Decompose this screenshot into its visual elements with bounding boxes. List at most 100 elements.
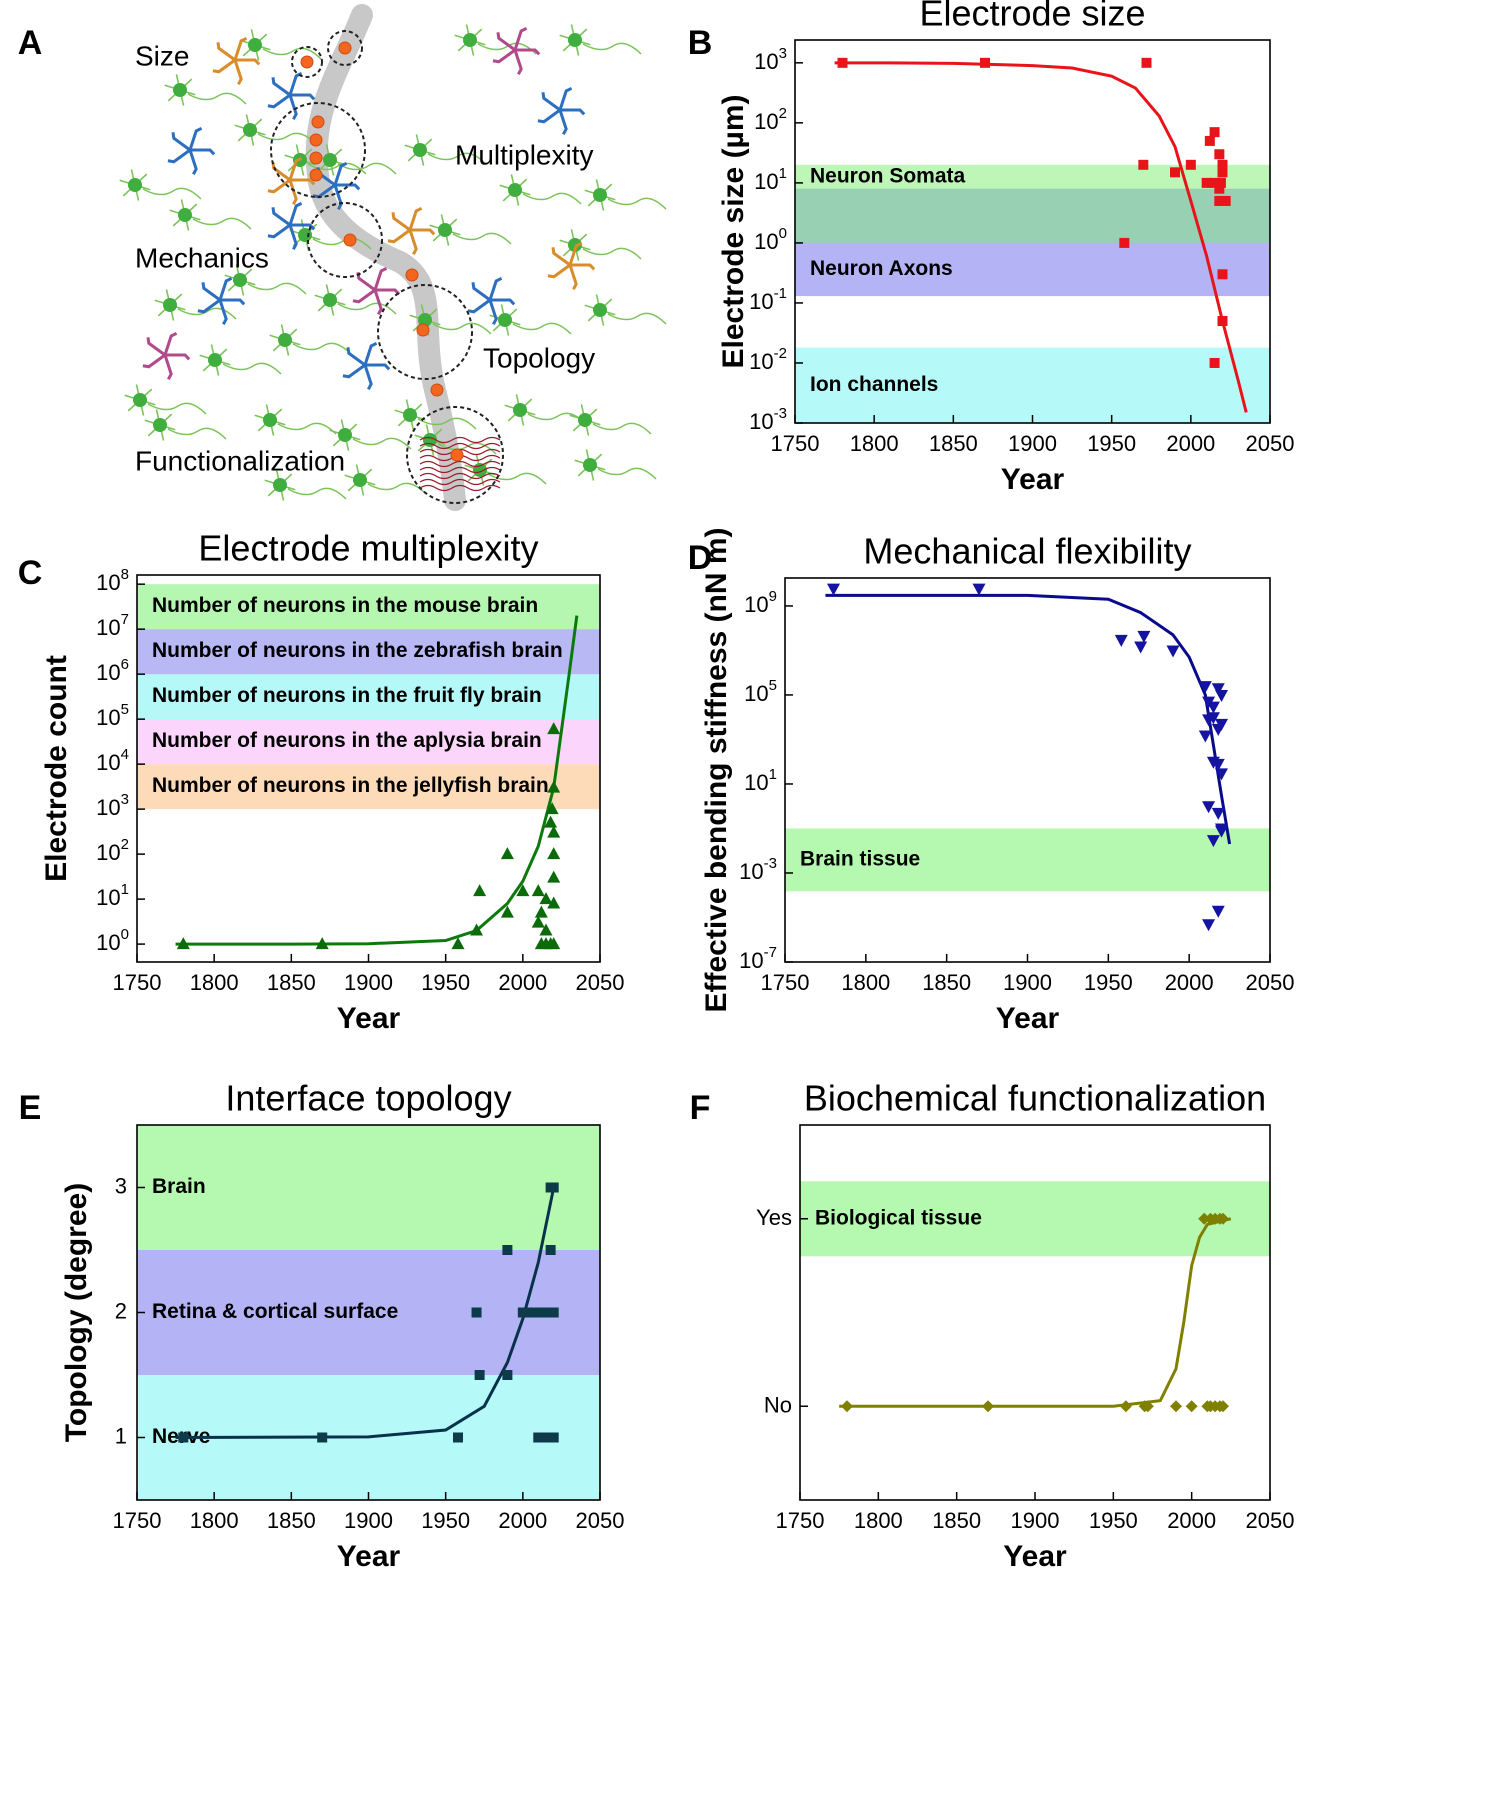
neuron-body: [178, 208, 192, 222]
neuron-body: [593, 188, 607, 202]
data-point: [548, 1432, 559, 1443]
axon: [177, 307, 237, 320]
axon: [582, 42, 642, 55]
neuron-body: [248, 38, 262, 52]
glia-branch: [267, 223, 291, 239]
wave: [419, 466, 501, 474]
data-point: [453, 1432, 464, 1443]
chart-panel: Biological tissue 1750 1800 1850 1900 1950 200…: [690, 1078, 1295, 1573]
neuron-body: [273, 478, 287, 492]
axon: [337, 162, 397, 175]
x-tick-label: 1800: [850, 431, 899, 456]
data-point: [470, 923, 484, 936]
neuron-body: [513, 403, 527, 417]
y-tick-label: Yes: [756, 1205, 792, 1230]
neuron-body: [593, 303, 607, 317]
x-axis-label: Year: [337, 1002, 401, 1035]
chart-panel: Number of neurons in the mouse brain Numb…: [18, 528, 625, 1035]
glia-branch: [288, 224, 298, 251]
y-tick-label: 105: [96, 701, 129, 730]
axon: [452, 232, 512, 245]
band: [795, 347, 1270, 423]
data-point: [317, 1432, 328, 1443]
x-tick-label: 2050: [576, 970, 625, 995]
focus-circle: [307, 202, 383, 278]
glia-branch: [391, 212, 411, 232]
wave: [419, 442, 501, 450]
y-tick-label: 103: [754, 45, 787, 74]
data-point: [980, 57, 990, 68]
band: [137, 719, 600, 765]
axon: [592, 422, 652, 435]
glia-branch: [146, 337, 166, 357]
chart-title: Interface topology: [225, 1078, 511, 1119]
neuron-body: [568, 33, 582, 47]
data-point: [540, 1432, 551, 1443]
fit-line: [825, 593, 1232, 845]
y-tick-label: 103: [96, 791, 129, 820]
band-label: Number of neurons in the zebrafish brain: [152, 639, 563, 662]
data-point: [1217, 1400, 1229, 1413]
x-tick-label: 1750: [113, 970, 162, 995]
panel-letter: B: [688, 24, 713, 62]
axon: [277, 422, 337, 435]
data-point: [502, 1370, 513, 1380]
neuron-body: [133, 393, 147, 407]
glia-branch: [375, 288, 401, 296]
data-point: [533, 1432, 544, 1443]
data-point: [972, 583, 986, 596]
band-label: Brain tissue: [800, 847, 920, 870]
data-point: [1185, 1400, 1198, 1413]
neuron-body: [173, 83, 187, 97]
x-axis-label: Year: [1003, 1540, 1067, 1573]
neuron-body: [353, 473, 367, 487]
glia-branch: [363, 364, 373, 391]
data-point: [547, 896, 561, 909]
x-tick-label: 2050: [1246, 431, 1295, 456]
x-tick-label: 1900: [1008, 431, 1057, 456]
data-point: [502, 1245, 513, 1255]
data-point: [1206, 701, 1220, 714]
neuron-body: [163, 298, 177, 312]
x-tick-label: 1900: [1011, 1508, 1060, 1533]
glia-branch: [558, 86, 573, 111]
data-point: [474, 1370, 485, 1380]
data-point: [471, 1307, 482, 1318]
data-point: [1204, 135, 1215, 146]
band-label: Neuron Somata: [810, 164, 966, 187]
neuron-body: [153, 418, 167, 432]
axon: [527, 412, 587, 425]
glia-branch: [335, 183, 361, 191]
glia-branch: [271, 77, 291, 97]
chart-panel: Neuron Somata Neuron Axons Ion channels 175…: [688, 0, 1295, 496]
x-tick-label: 1750: [771, 431, 820, 456]
band-label: Number of neurons in the jellyfish brain: [152, 774, 549, 797]
axon: [432, 322, 492, 335]
x-tick-label: 1750: [761, 970, 810, 995]
glia-branch: [171, 132, 191, 152]
chart-panel: Brain tissue 1750 1800 1850 1900 1950 2000 2050…: [688, 527, 1295, 1034]
y-tick-label: 101: [754, 165, 787, 194]
x-tick-label: 1950: [1089, 1508, 1138, 1533]
marker-dot: [405, 268, 419, 282]
data-point: [539, 892, 553, 905]
x-axis-label: Year: [996, 1002, 1060, 1035]
axon: [262, 47, 322, 60]
axon: [257, 132, 317, 145]
glia-branch: [212, 58, 236, 74]
data-point: [1138, 159, 1149, 170]
data-point: [1217, 167, 1228, 178]
neuron-body: [128, 178, 142, 192]
glia-branch: [560, 108, 586, 116]
glia-branch: [288, 71, 303, 96]
x-tick-label: 2000: [1166, 431, 1215, 456]
data-point: [1211, 807, 1225, 820]
y-tick-label: 10-1: [749, 285, 787, 314]
glia-branch: [513, 49, 523, 76]
data-point: [547, 825, 561, 838]
glia-branch: [342, 363, 366, 379]
illustration-label: Mechanics: [135, 242, 269, 273]
neuron-body: [243, 123, 257, 137]
data-point: [1209, 127, 1220, 138]
